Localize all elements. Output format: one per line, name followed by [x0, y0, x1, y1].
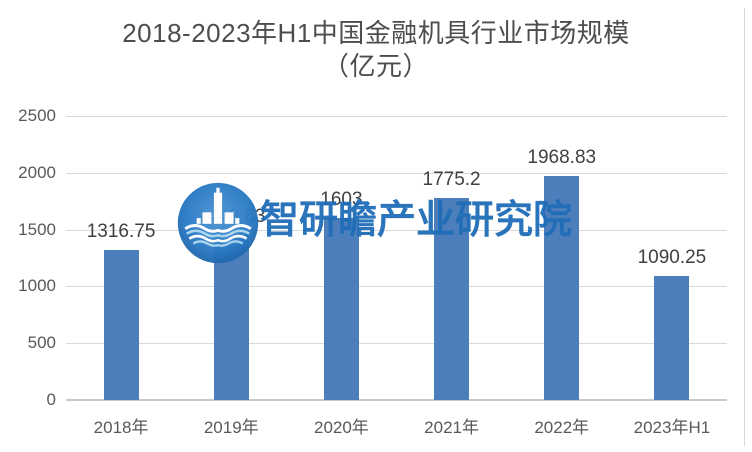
gridline: [66, 172, 727, 174]
y-axis-label: 500: [27, 333, 56, 353]
y-axis-label: 0: [46, 390, 56, 409]
chart-title: 2018-2023年H1中国金融机具行业市场规模 （亿元）: [0, 17, 752, 83]
bar-2021年: [434, 198, 470, 400]
bar-value-label: 1603: [320, 188, 363, 210]
y-axis-label: 2000: [18, 162, 56, 182]
y-axis-label: 1000: [18, 276, 56, 296]
x-axis-label: 2020年: [313, 418, 369, 437]
chart-area-right-border: [744, 8, 745, 446]
y-axis-label: 2500: [18, 106, 56, 125]
x-axis-label: 2022年: [534, 418, 590, 437]
bar-2023年H1: [654, 276, 690, 400]
chart-title-line1: 2018-2023年H1中国金融机具行业市场规模: [122, 18, 630, 48]
bar-value-label: 1090.25: [637, 247, 707, 269]
x-axis-line: [66, 399, 727, 401]
bar-value-label: 1316.75: [86, 221, 156, 243]
gridline: [66, 229, 727, 231]
x-axis-label: 2018年: [93, 418, 149, 437]
bar-2018年: [103, 250, 139, 400]
gridline: [66, 343, 727, 345]
bar-2020年: [323, 217, 359, 400]
x-axis-label: 2019年: [203, 418, 259, 437]
bar-value-label: 1775.2: [422, 169, 481, 191]
bar-value-label: 1968.83: [527, 147, 597, 169]
bar-value-label: 1448.63: [196, 206, 266, 228]
y-axis-label: 1500: [18, 219, 56, 239]
gridline: [66, 116, 727, 117]
chart-title-line2: （亿元）: [322, 51, 429, 81]
bar-2019年: [213, 235, 249, 400]
gridline: [66, 286, 727, 288]
bar-2022年: [544, 176, 580, 400]
x-axis-label: 2023年H1: [633, 418, 711, 437]
x-axis-label: 2021年: [424, 418, 479, 437]
